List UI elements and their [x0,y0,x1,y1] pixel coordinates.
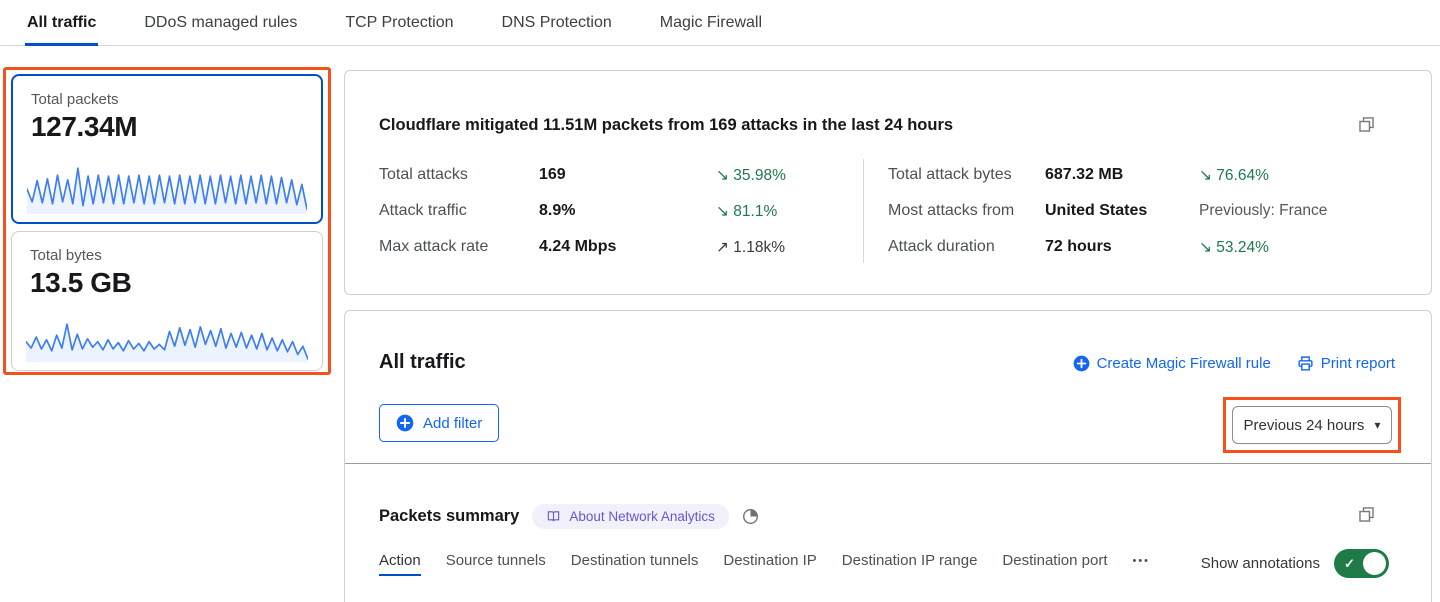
subtab-destination-ip[interactable]: Destination IP [723,552,816,576]
attack-stats-left: Total attacks 169 ↘ 35.98% Attack traffi… [379,157,863,265]
tab-all-traffic[interactable]: All traffic [25,0,99,46]
stat-attack-duration: Attack duration 72 hours ↘ 53.24% [888,229,1327,265]
stat-attack-traffic: Attack traffic 8.9% ↘ 81.1% [379,193,863,229]
packets-summary-header: Packets summary About Network Analytics [379,504,759,529]
tab-magic-firewall[interactable]: Magic Firewall [659,13,763,31]
annotation-highlight-time-range: Previous 24 hours ▾ [1223,397,1401,453]
stat-change: ↘ 76.64% [1199,166,1269,184]
copy-icon[interactable] [1357,113,1379,135]
more-tabs-icon[interactable]: ••• [1132,555,1150,576]
attack-stats-right: Total attack bytes 687.32 MB ↘ 76.64% Mo… [888,157,1327,265]
plus-circle-icon [1073,355,1089,372]
subtab-action[interactable]: Action [379,552,421,576]
book-icon [548,511,560,522]
total-packets-card[interactable]: Total packets 127.34M [11,74,323,224]
show-annotations-label: Show annotations [1200,555,1320,572]
traffic-header-actions: Create Magic Firewall rule Print report [1073,355,1395,372]
packets-summary-tabs: Action Source tunnels Destination tunnel… [379,552,1150,576]
print-report-label: Print report [1320,355,1395,372]
printer-icon [1298,356,1313,371]
total-bytes-label: Total bytes [30,247,102,264]
subtab-destination-tunnels[interactable]: Destination tunnels [571,552,699,576]
print-report-link[interactable]: Print report [1297,355,1395,372]
stat-label: Attack traffic [379,202,467,219]
stat-value: 72 hours [1045,238,1112,255]
subtab-source-tunnels[interactable]: Source tunnels [446,552,546,576]
stat-label: Total attack bytes [888,166,1012,183]
show-annotations-control: Show annotations ✓ [1201,549,1389,578]
stat-most-attacks-from: Most attacks from United States Previous… [888,193,1327,229]
add-filter-button[interactable]: Add filter [379,404,500,442]
tab-tcp-protection[interactable]: TCP Protection [345,13,454,31]
stats-divider [863,159,864,263]
subtab-destination-ip-range[interactable]: Destination IP range [842,552,978,576]
stat-label: Total attacks [379,166,468,183]
total-bytes-card[interactable]: Total bytes 13.5 GB [11,231,323,371]
create-rule-label: Create Magic Firewall rule [1096,355,1271,372]
stat-value: 169 [539,166,566,183]
attack-overview-card: Cloudflare mitigated 11.51M packets from… [344,70,1432,295]
total-packets-sparkline [26,164,308,214]
stat-label: Attack duration [888,238,995,255]
time-pie-icon[interactable] [742,508,759,525]
stat-change: ↘ 81.1% [716,202,778,220]
stat-value: 4.24 Mbps [539,238,617,255]
badge-label: About Network Analytics [569,509,715,524]
stat-change: ↘ 53.24% [1199,238,1269,256]
copy-icon[interactable] [1357,503,1379,525]
stat-value: 8.9% [539,202,576,219]
stat-change: Previously: France [1199,202,1328,219]
check-icon: ✓ [1344,555,1355,571]
total-bytes-sparkline [25,312,309,362]
stat-total-attacks: Total attacks 169 ↘ 35.98% [379,157,863,193]
add-filter-label: Add filter [423,414,483,432]
toggle-knob [1363,552,1386,575]
subtab-destination-port[interactable]: Destination port [1002,552,1107,576]
tab-dns-protection[interactable]: DNS Protection [501,13,612,31]
stat-value: 687.32 MB [1045,166,1124,183]
stat-label: Max attack rate [379,238,489,255]
attack-stats: Total attacks 169 ↘ 35.98% Attack traffi… [379,157,1327,265]
stat-value: United States [1045,202,1148,219]
section-divider [345,463,1431,464]
total-packets-label: Total packets [31,91,119,108]
plus-circle-icon [396,414,414,432]
show-annotations-toggle[interactable]: ✓ [1334,549,1389,578]
chevron-down-icon: ▾ [1374,418,1381,432]
stat-label: Most attacks from [888,202,1015,219]
top-tab-bar: All traffic DDoS managed rules TCP Prote… [0,0,1440,46]
time-range-dropdown[interactable]: Previous 24 hours ▾ [1232,406,1392,444]
all-traffic-card: All traffic Create Magic Firewall rule P… [344,310,1432,602]
total-bytes-value: 13.5 GB [30,267,132,298]
packets-summary-title: Packets summary [379,507,520,525]
all-traffic-title: All traffic [379,351,466,373]
total-packets-value: 127.34M [31,111,138,142]
overview-title: Cloudflare mitigated 11.51M packets from… [379,116,954,134]
tab-ddos-managed-rules[interactable]: DDoS managed rules [144,13,298,31]
stat-change: ↗ 1.18k% [716,238,785,256]
stat-max-attack-rate: Max attack rate 4.24 Mbps ↗ 1.18k% [379,229,863,265]
annotation-highlight-metric-cards: Total packets 127.34M Total bytes 13.5 G… [3,67,331,375]
create-magic-firewall-rule-link[interactable]: Create Magic Firewall rule [1073,355,1271,372]
time-range-value: Previous 24 hours [1243,416,1365,434]
about-network-analytics-badge[interactable]: About Network Analytics [532,504,729,529]
stat-total-attack-bytes: Total attack bytes 687.32 MB ↘ 76.64% [888,157,1327,193]
stat-change: ↘ 35.98% [716,166,786,184]
